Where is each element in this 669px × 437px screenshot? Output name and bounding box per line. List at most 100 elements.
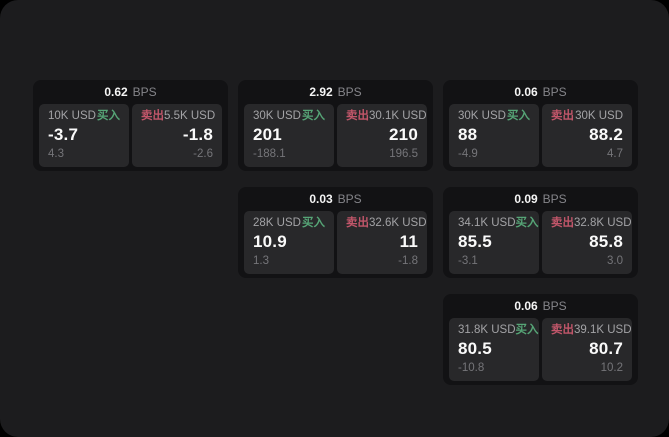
- quote-card: 0.09 BPS 34.1K USD 买入 85.5 -3.1 卖出 32.8K…: [443, 187, 638, 278]
- bps-unit-label: BPS: [542, 299, 567, 313]
- card-header: 0.09 BPS: [449, 187, 632, 211]
- bps-unit-label: BPS: [542, 192, 567, 206]
- sell-sub-value: -1.8: [398, 255, 418, 268]
- sell-side-label: 卖出: [346, 110, 369, 122]
- sell-tile-header: 卖出 30K USD: [551, 110, 623, 123]
- sell-tile-header: 卖出 32.6K USD: [346, 217, 427, 230]
- bps-value: 0.06: [514, 299, 538, 313]
- sell-amount: 32.6K USD: [369, 217, 427, 229]
- quote-panels: 34.1K USD 买入 85.5 -3.1 卖出 32.8K USD 85.8…: [449, 211, 632, 274]
- buy-price: 10.9: [253, 232, 287, 252]
- sell-quote-tile[interactable]: 卖出 32.8K USD 85.8 3.0: [542, 211, 632, 274]
- quote-card: 2.92 BPS 30K USD 买入 201 -188.1 卖出 30.1K …: [238, 80, 433, 171]
- sell-quote-tile[interactable]: 卖出 30K USD 88.2 4.7: [542, 104, 632, 167]
- quote-panels: 31.8K USD 买入 80.5 -10.8 卖出 39.1K USD 80.…: [449, 318, 632, 381]
- quote-panels: 28K USD 买入 10.9 1.3 卖出 32.6K USD 11 -1.8: [244, 211, 427, 274]
- buy-sub-value: -10.8: [458, 362, 485, 375]
- buy-side-label: 买入: [302, 217, 325, 229]
- buy-amount: 10K USD: [48, 110, 96, 122]
- buy-side-label: 买入: [515, 217, 539, 229]
- sell-sub-value: 196.5: [389, 148, 418, 161]
- card-header: 0.06 BPS: [449, 80, 632, 104]
- sell-side-label: 卖出: [346, 217, 369, 229]
- buy-side-label: 买入: [515, 324, 539, 336]
- quote-card: 0.06 BPS 30K USD 买入 88 -4.9 卖出 30K USD 8…: [443, 80, 638, 171]
- sell-amount: 39.1K USD: [574, 324, 632, 336]
- sell-quote-tile[interactable]: 卖出 39.1K USD 80.7 10.2: [542, 318, 632, 381]
- buy-tile-header: 30K USD 买入: [253, 110, 325, 123]
- sell-sub-value: 3.0: [607, 255, 623, 268]
- sell-tile-header: 卖出 30.1K USD: [346, 110, 427, 123]
- buy-price: 85.5: [458, 232, 492, 252]
- buy-quote-tile[interactable]: 30K USD 买入 201 -188.1: [244, 104, 334, 167]
- buy-tile-header: 31.8K USD 买入: [458, 324, 539, 337]
- sell-price: -1.8: [182, 125, 213, 145]
- buy-quote-tile[interactable]: 34.1K USD 买入 85.5 -3.1: [449, 211, 539, 274]
- quote-card: 0.03 BPS 28K USD 买入 10.9 1.3 卖出 32.6K US…: [238, 187, 433, 278]
- bps-unit-label: BPS: [542, 85, 567, 99]
- buy-amount: 31.8K USD: [458, 324, 516, 336]
- sell-quote-tile[interactable]: 卖出 30.1K USD 210 196.5: [337, 104, 427, 167]
- sell-quote-tile[interactable]: 卖出 32.6K USD 11 -1.8: [337, 211, 427, 274]
- sell-quote-tile[interactable]: 卖出 5.5K USD -1.8 -2.6: [132, 104, 222, 167]
- sell-sub-value: 10.2: [600, 362, 623, 375]
- sell-amount: 5.5K USD: [164, 110, 216, 122]
- sell-price: 11: [399, 232, 418, 252]
- buy-tile-header: 28K USD 买入: [253, 217, 325, 230]
- quote-panels: 30K USD 买入 88 -4.9 卖出 30K USD 88.2 4.7: [449, 104, 632, 167]
- sell-side-label: 卖出: [551, 324, 574, 336]
- buy-tile-header: 34.1K USD 买入: [458, 217, 539, 230]
- sell-tile-header: 卖出 39.1K USD: [551, 324, 632, 337]
- bps-unit-label: BPS: [337, 192, 362, 206]
- bps-value: 0.09: [514, 192, 538, 206]
- sell-side-label: 卖出: [551, 110, 574, 122]
- sell-amount: 30K USD: [575, 110, 623, 122]
- buy-sub-value: -188.1: [253, 148, 286, 161]
- card-header: 0.06 BPS: [449, 294, 632, 318]
- sell-tile-header: 卖出 5.5K USD: [141, 110, 216, 123]
- bps-unit-label: BPS: [337, 85, 362, 99]
- buy-sub-value: -3.1: [458, 255, 478, 268]
- buy-sub-value: -4.9: [458, 148, 478, 161]
- buy-quote-tile[interactable]: 28K USD 买入 10.9 1.3: [244, 211, 334, 274]
- sell-price: 85.8: [589, 232, 623, 252]
- sell-side-label: 卖出: [551, 217, 574, 229]
- bps-value: 0.06: [514, 85, 538, 99]
- quote-panels: 30K USD 买入 201 -188.1 卖出 30.1K USD 210 1…: [244, 104, 427, 167]
- cards-grid: 0.62 BPS 10K USD 买入 -3.7 4.3 卖出 5.5K USD…: [33, 80, 638, 385]
- buy-amount: 34.1K USD: [458, 217, 516, 229]
- sell-amount: 30.1K USD: [369, 110, 427, 122]
- quote-panels: 10K USD 买入 -3.7 4.3 卖出 5.5K USD -1.8 -2.…: [39, 104, 222, 167]
- buy-side-label: 买入: [507, 110, 530, 122]
- buy-tile-header: 30K USD 买入: [458, 110, 530, 123]
- sell-sub-value: 4.7: [607, 148, 623, 161]
- buy-tile-header: 10K USD 买入: [48, 110, 120, 123]
- buy-price: -3.7: [48, 125, 79, 145]
- buy-amount: 30K USD: [458, 110, 506, 122]
- buy-sub-value: 4.3: [48, 148, 64, 161]
- bps-value: 2.92: [309, 85, 333, 99]
- buy-price: 88: [458, 125, 478, 145]
- buy-quote-tile[interactable]: 30K USD 买入 88 -4.9: [449, 104, 539, 167]
- sell-sub-value: -2.6: [193, 148, 213, 161]
- buy-amount: 30K USD: [253, 110, 301, 122]
- sell-price: 80.7: [589, 339, 623, 359]
- buy-side-label: 买入: [97, 110, 120, 122]
- card-header: 2.92 BPS: [244, 80, 427, 104]
- quote-card: 0.62 BPS 10K USD 买入 -3.7 4.3 卖出 5.5K USD…: [33, 80, 228, 171]
- buy-amount: 28K USD: [253, 217, 301, 229]
- card-header: 0.03 BPS: [244, 187, 427, 211]
- bps-value: 0.62: [104, 85, 128, 99]
- card-header: 0.62 BPS: [39, 80, 222, 104]
- sell-amount: 32.8K USD: [574, 217, 632, 229]
- buy-quote-tile[interactable]: 10K USD 买入 -3.7 4.3: [39, 104, 129, 167]
- sell-tile-header: 卖出 32.8K USD: [551, 217, 632, 230]
- quote-card: 0.06 BPS 31.8K USD 买入 80.5 -10.8 卖出 39.1…: [443, 294, 638, 385]
- buy-price: 80.5: [458, 339, 492, 359]
- sell-price: 210: [389, 125, 418, 145]
- bps-value: 0.03: [309, 192, 333, 206]
- buy-quote-tile[interactable]: 31.8K USD 买入 80.5 -10.8: [449, 318, 539, 381]
- buy-side-label: 买入: [302, 110, 325, 122]
